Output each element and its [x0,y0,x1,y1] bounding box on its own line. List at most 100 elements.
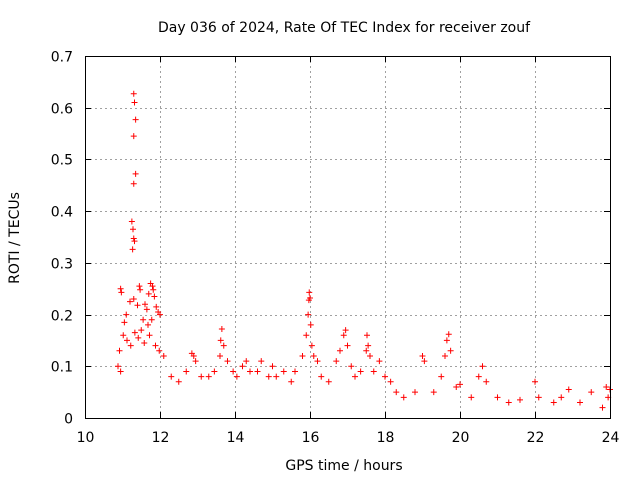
y-axis-label: ROTI / TECUs [7,192,23,284]
data-point [363,347,370,354]
data-point [145,321,151,328]
data-point [233,373,240,380]
data-point [137,286,144,293]
axis-ticks [85,56,611,419]
data-point [457,381,463,388]
data-point [134,302,141,309]
data-point [121,319,128,326]
data-point [136,283,143,290]
data-point [306,289,313,296]
data-point [273,373,280,380]
data-point [143,306,150,313]
data-point [211,368,218,375]
data-point [153,303,160,310]
data-point [132,170,139,177]
data-point [535,394,542,401]
data-point [239,363,246,370]
data-point [483,378,490,385]
data-point [357,368,364,375]
x-tick-label: 24 [602,430,620,446]
data-point [129,246,136,253]
data-point [475,373,482,380]
x-tick-label: 20 [452,430,470,446]
data-points [115,90,613,411]
data-point [599,404,606,411]
data-point [152,342,159,349]
y-tick-labels: 0 0.1 0.2 0.3 0.4 0.5 0.6 0.7 [51,50,73,428]
data-point [442,352,448,359]
data-point [532,378,538,385]
data-point [468,394,475,401]
data-point [116,347,123,354]
data-point [365,342,372,349]
data-point [280,368,287,375]
data-point [430,389,437,396]
y-tick-label: 0.2 [51,309,73,325]
data-point [412,389,418,396]
data-point [117,368,124,375]
data-point [400,394,407,401]
data-point [142,301,148,308]
data-point [156,347,163,354]
data-point [318,373,325,380]
data-point [217,352,223,359]
x-tick-label: 16 [302,430,320,446]
data-point [138,327,145,334]
data-point [128,218,135,225]
data-point [131,99,138,106]
data-point [479,363,486,370]
data-point [135,334,142,341]
x-tick-label: 14 [227,430,245,446]
data-point [438,373,445,380]
data-point [340,332,347,339]
data-point [127,298,133,305]
data-point [145,290,152,297]
data-point [123,311,130,318]
data-point [130,90,137,97]
data-point [370,368,377,375]
data-point [140,316,147,323]
data-point [160,352,167,359]
data-point [157,311,163,318]
data-point [258,358,265,365]
data-point [419,352,426,359]
data-point [183,368,190,375]
data-point [292,368,298,375]
data-point [115,363,121,370]
data-point [269,363,276,370]
y-tick-label: 0.6 [51,102,73,118]
data-point [132,116,139,123]
x-tick-label: 10 [77,430,95,446]
data-point [130,133,137,140]
data-point [247,368,253,375]
x-tick-labels: 10 12 14 16 18 20 22 24 [77,430,620,446]
data-point [175,378,182,385]
data-point [303,332,310,339]
y-tick-label: 0.4 [51,205,73,221]
plot-frame [85,56,611,419]
data-point [205,373,212,380]
data-point [337,347,343,354]
data-point [453,383,460,390]
data-point [220,342,227,349]
data-point [254,368,261,375]
data-point [577,399,583,406]
x-tick-label: 22 [527,430,545,446]
data-point [288,378,295,385]
y-tick-label: 0 [64,412,73,428]
data-point [387,378,394,385]
data-point [117,285,124,292]
data-point [376,358,383,365]
data-point [314,358,321,365]
data-point [146,332,153,339]
data-point [190,352,197,359]
data-point [120,332,127,339]
data-point [550,399,557,406]
data-point [131,238,138,245]
data-point [118,289,125,296]
data-point [307,321,314,328]
data-point [588,389,595,396]
data-point [130,296,137,303]
data-point [307,295,313,302]
